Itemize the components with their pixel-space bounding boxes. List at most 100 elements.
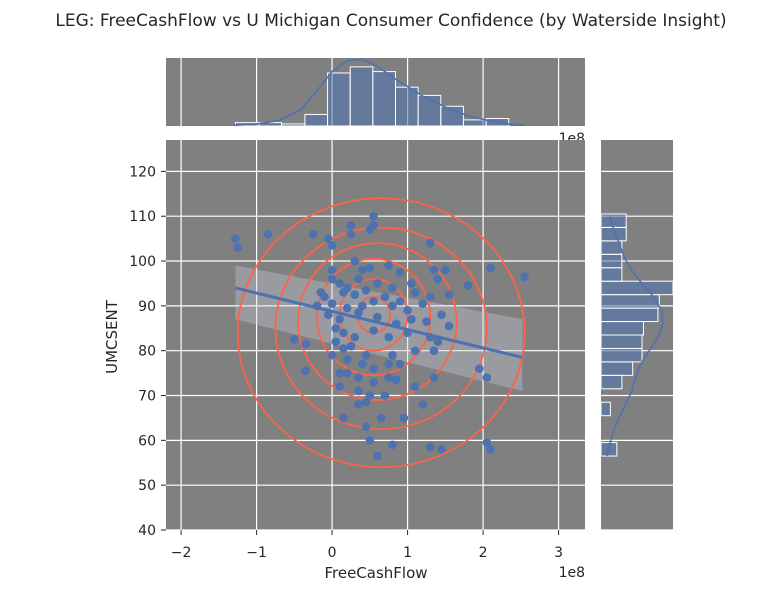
- y-tick-label: 60: [138, 433, 156, 449]
- scatter-point: [418, 299, 427, 308]
- scatter-point: [384, 261, 394, 270]
- scatter-point: [399, 413, 409, 423]
- scatter-point: [327, 299, 337, 308]
- scatter-point: [369, 377, 378, 387]
- regression-line: [235, 286, 523, 359]
- scatter-point: [357, 359, 367, 369]
- scatter-point: [437, 445, 446, 454]
- kde-contour: [274, 226, 488, 431]
- scatter-point: [410, 382, 420, 391]
- scatter-point: [233, 243, 243, 252]
- scatter-point: [482, 373, 492, 382]
- scatter-point: [327, 241, 337, 250]
- scatter-point: [407, 315, 416, 324]
- x-tick-label: 3: [554, 545, 563, 561]
- scatter-point: [301, 366, 310, 376]
- scatter-point: [380, 292, 390, 302]
- scatter-point: [335, 315, 344, 324]
- top-hist-bar: [327, 72, 351, 127]
- scatter-point: [335, 382, 344, 391]
- scatter-point: [361, 350, 371, 360]
- scatter-point: [425, 442, 435, 452]
- scatter-point: [339, 413, 348, 423]
- scatter-point: [463, 281, 473, 290]
- scatter-point: [365, 436, 375, 445]
- scatter-point: [388, 440, 397, 450]
- scatter-point: [410, 346, 420, 355]
- y-tick-label: 80: [138, 344, 156, 360]
- kde-contour: [338, 278, 409, 352]
- y-axis-label: UMCSENT: [103, 299, 121, 374]
- right-hist-bar: [600, 253, 623, 269]
- scatter-point: [486, 263, 495, 273]
- scatter-point: [324, 310, 333, 320]
- scatter-point: [433, 337, 443, 347]
- scatter-point: [384, 373, 394, 382]
- scatter-point: [365, 225, 375, 234]
- scatter-point: [486, 445, 495, 454]
- y-tick-label: 40: [138, 523, 156, 539]
- x-scale-label: 1e8: [559, 565, 585, 581]
- top-hist-bar: [281, 123, 306, 127]
- x-tick-label: 2: [479, 545, 488, 561]
- right-hist-bar: [600, 280, 674, 296]
- scatter-point: [361, 397, 371, 407]
- scatter-point: [395, 359, 405, 369]
- scatter-point: [429, 265, 439, 275]
- scatter-point: [395, 297, 405, 306]
- right-hist-bar: [600, 361, 634, 376]
- kde-contour: [316, 257, 432, 377]
- right-marginal-kde-curve: [605, 215, 664, 457]
- scatter-point: [354, 373, 363, 382]
- right-marginal-histogram: [600, 213, 674, 457]
- scatter-point: [327, 350, 337, 360]
- scatter-point: [391, 375, 401, 385]
- kde-contour-lines: [236, 197, 526, 469]
- right-hist-bar: [600, 294, 660, 309]
- x-tick-label: −1: [246, 545, 267, 561]
- scatter-point: [308, 229, 318, 239]
- scatter-point: [384, 332, 394, 342]
- y-tick-label: 120: [129, 164, 156, 180]
- top-hist-bar: [462, 119, 487, 127]
- y-tick-label: 110: [129, 209, 156, 225]
- scatter-point: [342, 303, 352, 313]
- top-hist-bar: [372, 71, 397, 127]
- scatter-point: [388, 301, 397, 311]
- top-marginal-histogram: [234, 66, 510, 127]
- right-hist-bar: [600, 213, 627, 228]
- scatter-point: [380, 391, 390, 400]
- scatter-point: [327, 274, 337, 284]
- scatter-point: [444, 290, 454, 299]
- y-axis-ticks: 40 50 60 70 80 90 100 110 120: [129, 164, 166, 539]
- scatter-point: [301, 339, 310, 349]
- scatter-point: [231, 234, 240, 243]
- scatter-point: [339, 344, 348, 353]
- scatter-point: [342, 368, 352, 378]
- scatter-point: [350, 256, 360, 266]
- scatter-point: [369, 211, 378, 221]
- right-hist-bar: [600, 334, 643, 349]
- scatter-point: [373, 312, 382, 322]
- scatter-point: [369, 364, 378, 373]
- right-hist-bar: [600, 267, 623, 282]
- scatter-point: [433, 274, 443, 284]
- scatter-point: [361, 422, 371, 432]
- scatter-point: [376, 413, 386, 423]
- x-axis-label: FreeCashFlow: [324, 564, 427, 582]
- scatter-point: [425, 292, 435, 302]
- scatter-point: [395, 267, 405, 277]
- chart-title: LEG: FreeCashFlow vs U Michigan Consumer…: [55, 11, 726, 31]
- scatter-point: [354, 386, 363, 396]
- scatter-point: [339, 328, 348, 338]
- top-hist-bar: [349, 66, 374, 127]
- scatter-point: [369, 297, 378, 306]
- scatter-point: [373, 279, 382, 288]
- scatter-point: [354, 274, 363, 284]
- regression-confidence-band: [235, 265, 523, 392]
- scatter-point: [365, 263, 375, 273]
- scatter-point: [369, 326, 378, 335]
- right-hist-bar: [600, 307, 659, 323]
- scatter-point: [361, 285, 371, 295]
